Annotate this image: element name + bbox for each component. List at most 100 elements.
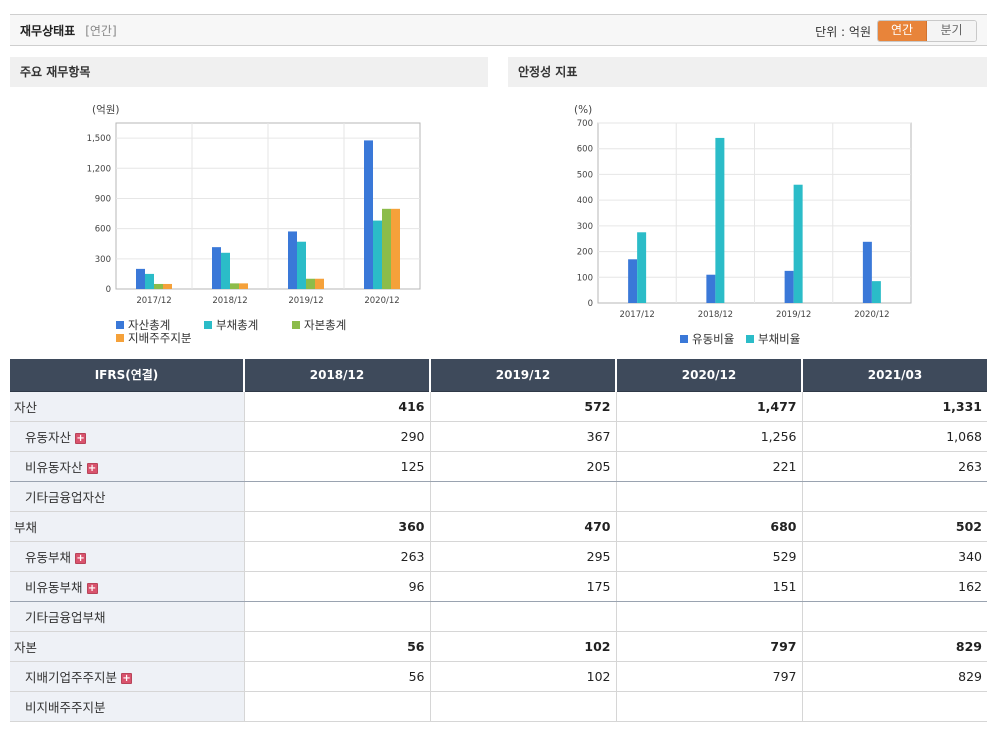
value-cell: 290 [243, 421, 430, 452]
financial-items-chart-bar [373, 220, 382, 289]
financial-items-chart-y-axis-label: (억원) [92, 104, 120, 116]
table-row: 자산 416 572 1,477 1,331 [10, 391, 987, 422]
stability-chart-bar [715, 137, 725, 303]
stability-chart-y-tick-label: 700 [577, 119, 593, 129]
legend-label: 지배주주지분 [128, 331, 192, 345]
legend-item: 부채총계 [204, 317, 258, 333]
row-label-cell: 유동부채 + [10, 541, 244, 572]
period-subtitle: [연간] [85, 23, 117, 38]
value-cell: 797 [615, 631, 802, 662]
financial-items-chart-bar [239, 283, 248, 289]
value-cell: 416 [243, 391, 430, 422]
financial-items-chart-y-tick-label: 300 [95, 255, 111, 265]
row-label: 비유동부채 [25, 579, 83, 595]
stability-chart-bar [862, 241, 872, 303]
table-corner-header: IFRS(연결) [10, 359, 244, 392]
row-label-cell: 자본 [10, 631, 244, 662]
financial-items-chart-y-tick-label: 1,500 [87, 134, 111, 144]
expand-plus-icon[interactable]: + [75, 432, 87, 444]
value-cell: 1,068 [801, 421, 987, 452]
expand-plus-icon[interactable]: + [86, 462, 98, 474]
table-row: 지배기업주주지분 +56 102 797 829 [10, 661, 987, 692]
stability-chart-bar [637, 232, 647, 303]
financial-items-chart-y-tick-label: 900 [95, 194, 111, 204]
stability-chart-y-tick-label: 0 [588, 299, 593, 309]
financial-items-chart-bar [288, 231, 297, 289]
value-cell: 263 [243, 541, 430, 572]
legend-swatch [116, 321, 124, 329]
financial-items-chart-x-tick-label: 2020/12 [364, 296, 399, 306]
unit-label: 단위 : 억원 [815, 25, 871, 39]
row-label-cell: 비지배주주지분 [10, 691, 244, 722]
legend-label: 자본총계 [304, 318, 347, 332]
stability-chart-y-tick-label: 300 [577, 222, 593, 232]
quarterly-toggle-button[interactable]: 분기 [927, 21, 976, 41]
financial-items-chart-bar [297, 241, 306, 289]
value-cell: 96 [243, 571, 430, 602]
row-label-cell: 유동자산 + [10, 421, 244, 452]
financial-items-chart-x-tick-label: 2019/12 [288, 296, 323, 306]
value-cell [801, 691, 987, 722]
value-cell [429, 691, 616, 722]
legend-swatch [292, 321, 300, 329]
value-cell: 125 [243, 451, 430, 482]
row-label: 자본 [14, 639, 38, 655]
value-cell: 102 [429, 631, 616, 662]
financial-items-chart-y-tick-label: 600 [95, 225, 111, 235]
table-row: 유동부채 +263 295 529 340 [10, 541, 987, 572]
row-label: 부채 [14, 519, 38, 535]
financial-items-chart-bar [230, 283, 239, 289]
row-label: 기타금융업자산 [25, 489, 106, 505]
stability-chart-bar [784, 270, 794, 303]
financial-items-chart-bar [382, 208, 391, 289]
balance-sheet-table: IFRS(연결) 2018/12 2019/12 2020/12 2021/03… [10, 359, 987, 722]
stability-chart: 0 100 200 300 400 500 600 700 (%) 2017/12 2018/12 2… [574, 104, 912, 320]
stability-panel: 안정성 지표 0 100 200 300 400 500 600 700 (%) 2017/12 2… [508, 57, 987, 355]
stability-chart-bar [871, 281, 881, 303]
annual-toggle-button[interactable]: 연간 [878, 21, 927, 41]
value-cell: 529 [615, 541, 802, 572]
value-cell [429, 601, 616, 632]
expand-plus-icon[interactable]: + [121, 672, 133, 684]
financial-items-chart-bar [145, 273, 154, 289]
financial-items-panel: 주요 재무항목 0 300 600 900 1,200 1,500 (억원) 2017/12 2… [10, 57, 488, 355]
expand-plus-icon[interactable]: + [86, 582, 98, 594]
table-row: 부채 360 470 680 502 [10, 511, 987, 542]
value-cell: 367 [429, 421, 616, 452]
value-cell: 680 [615, 511, 802, 542]
value-cell: 205 [429, 451, 616, 482]
financial-items-panel-title: 주요 재무항목 [10, 57, 488, 87]
row-label-cell: 기타금융업자산 [10, 481, 244, 512]
value-cell: 162 [801, 571, 987, 602]
financial-items-chart-x-tick-label: 2017/12 [136, 296, 171, 306]
legend-item: 부채비율 [746, 331, 800, 347]
stability-chart-x-tick-label: 2020/12 [854, 310, 889, 320]
legend-swatch [680, 335, 688, 343]
legend-label: 유동비율 [692, 332, 735, 346]
value-cell: 151 [615, 571, 802, 602]
value-cell [243, 601, 430, 632]
column-header: 2018/12 [243, 359, 430, 392]
value-cell [243, 481, 430, 512]
row-label: 비유동자산 [25, 459, 83, 475]
row-label-cell: 지배기업주주지분 + [10, 661, 244, 692]
financial-items-chart-bar [212, 247, 221, 289]
row-label: 기타금융업부채 [25, 609, 106, 625]
value-cell: 1,256 [615, 421, 802, 452]
stability-chart-x-tick-label: 2019/12 [776, 310, 811, 320]
value-cell: 1,477 [615, 391, 802, 422]
value-cell: 360 [243, 511, 430, 542]
value-cell: 1,331 [801, 391, 987, 422]
column-header: 2020/12 [615, 359, 802, 392]
legend-label: 부채비율 [758, 332, 801, 346]
financial-items-chart-bar [154, 283, 163, 289]
value-cell: 263 [801, 451, 987, 482]
table-row: 비유동부채 +96 175 151 162 [10, 571, 987, 602]
expand-plus-icon[interactable]: + [75, 552, 87, 564]
table-row: 기타금융업부채 [10, 601, 987, 632]
financial-items-chart-bar [136, 268, 145, 289]
row-label: 유동부채 [25, 549, 72, 565]
table-row: 비지배주주지분 [10, 691, 987, 722]
table-header-row: IFRS(연결) 2018/12 2019/12 2020/12 2021/03 [10, 359, 987, 392]
row-label-cell: 비유동자산 + [10, 451, 244, 482]
